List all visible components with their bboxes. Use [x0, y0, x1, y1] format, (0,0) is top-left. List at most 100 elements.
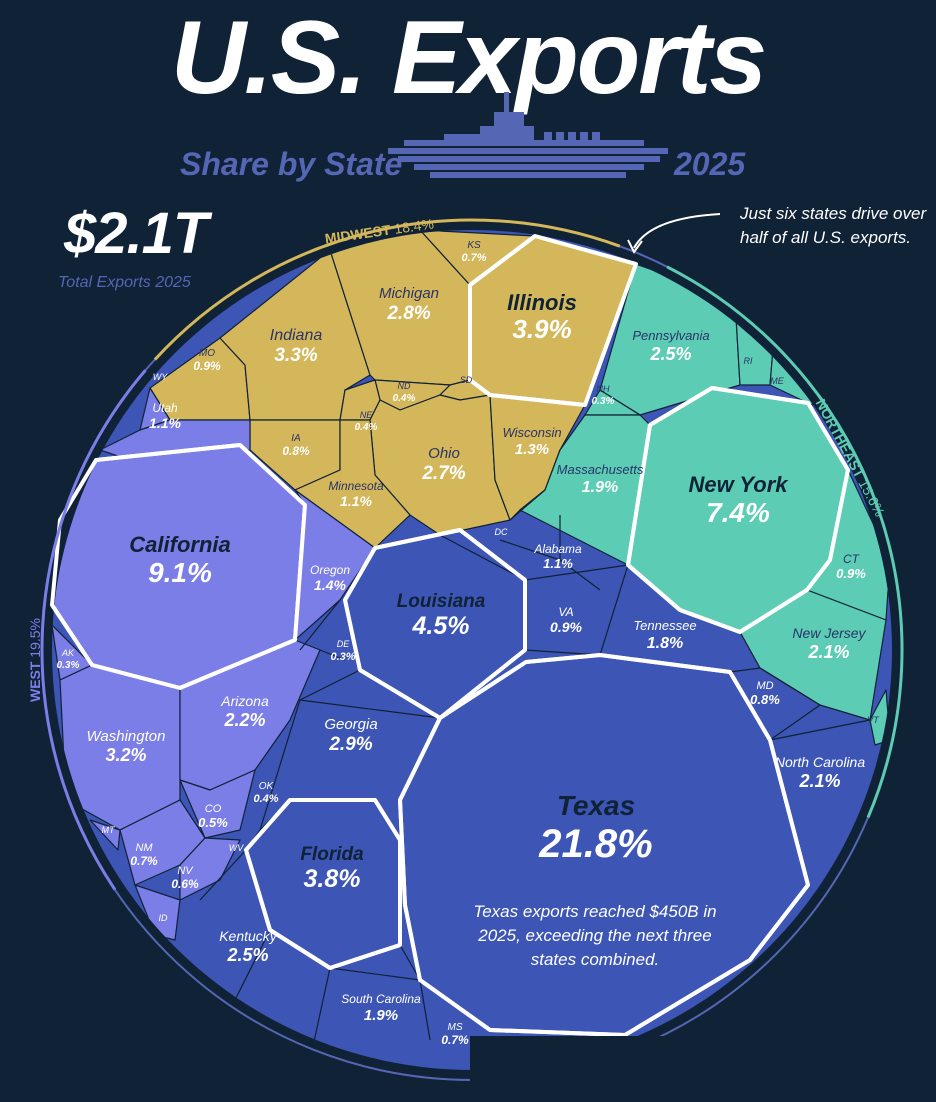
year-label: 2025 [674, 146, 746, 182]
cell-border [729, 667, 761, 673]
state-name-pennsylvania: Pennsylvania [632, 328, 709, 343]
highlight-outline [343, 528, 527, 720]
highlight-outline [468, 234, 638, 407]
state-name-co: CO [205, 803, 222, 815]
state-value-ct: 0.9% [836, 566, 866, 581]
state-name-ks: KS [467, 240, 481, 251]
state-value-ia: 0.8% [282, 444, 310, 458]
arrow-head-icon [627, 239, 643, 254]
state-name-massachusetts: Massachusetts [557, 462, 644, 477]
state-name-tennessee: Tennessee [633, 618, 696, 633]
state-value-de: 0.3% [330, 651, 355, 663]
cell-nv [179, 837, 241, 901]
highlight-outline [50, 443, 307, 690]
state-name-dc: DC [495, 527, 508, 537]
cell-ohio [369, 394, 511, 536]
state-value-nv: 0.6% [171, 877, 199, 891]
state-value-nd: 0.4% [393, 393, 416, 404]
state-name-wisconsin: Wisconsin [502, 425, 561, 440]
cell-border [524, 649, 601, 656]
cell-minnesota [294, 419, 411, 549]
state-name-georgia: Georgia [324, 716, 377, 733]
highlight-outline [398, 653, 810, 1037]
state-value-arizona: 2.2% [223, 710, 265, 730]
state-name-north-carolina: North Carolina [775, 754, 865, 770]
cell-border [759, 667, 821, 706]
state-name-new-york: New York [688, 472, 789, 497]
state-value-michigan: 2.8% [386, 303, 430, 324]
state-value-new-york: 7.4% [706, 497, 770, 528]
state-value-wisconsin: 1.3% [515, 441, 549, 458]
state-value-tennessee: 1.8% [647, 635, 683, 652]
cell-border [329, 967, 421, 981]
state-name-me: ME [770, 376, 784, 386]
state-name-florida: Florida [300, 844, 364, 865]
region-share: 19.5% [27, 618, 43, 658]
state-name-utah: Utah [152, 401, 178, 415]
texas-callout: Texas exports reached $450B in 2025, exc… [473, 902, 717, 969]
state-value-indiana: 3.3% [274, 345, 317, 366]
state-name-kentucky: Kentucky [219, 928, 278, 944]
cell-border [769, 704, 821, 741]
west-arc [40, 369, 147, 891]
cell-massachusetts [519, 414, 651, 566]
state-value-texas: 21.8% [538, 822, 652, 866]
state-value-minnesota: 1.1% [340, 493, 372, 509]
page-title: U.S. Exports [170, 0, 767, 116]
state-value-kentucky: 2.5% [226, 945, 268, 965]
state-name-ak: AK [61, 648, 75, 658]
state-value-md: 0.8% [750, 692, 780, 707]
state-name-vt: VT [867, 715, 880, 725]
state-value-mo: 0.9% [193, 359, 221, 373]
state-name-md: MD [756, 680, 773, 692]
state-value-utah: 1.1% [149, 415, 181, 431]
cell-border [259, 699, 301, 831]
state-name-nm: NM [135, 842, 153, 854]
state-name-nd: ND [398, 381, 411, 391]
state-name-ok: OK [259, 781, 275, 792]
state-value-va: 0.9% [550, 619, 582, 635]
state-name-nh: NH [597, 384, 610, 394]
state-name-louisiana: Louisiana [397, 591, 486, 612]
state-name-indiana: Indiana [270, 327, 323, 344]
cell-border [399, 944, 421, 981]
state-name-illinois: Illinois [507, 290, 577, 315]
state-value-alabama: 1.1% [543, 556, 573, 571]
total-value: $2.1T [64, 201, 208, 266]
state-name-mo: MO [199, 348, 215, 359]
state-name-ne: NE [360, 410, 373, 420]
highlight-outline [626, 386, 850, 634]
state-name-ia: IA [291, 433, 301, 444]
state-value-pennsylvania: 2.5% [649, 344, 691, 364]
region-share: 18.4% [393, 215, 435, 236]
cell-border [229, 929, 271, 1011]
state-name-alabama: Alabama [533, 542, 582, 556]
state-name-south-carolina: South Carolina [341, 992, 421, 1006]
state-name-ms: MS [448, 1022, 463, 1033]
state-value-washington: 3.2% [105, 745, 146, 765]
state-value-florida: 3.8% [304, 865, 361, 893]
state-name-new-jersey: New Jersey [792, 625, 866, 641]
total-label: Total Exports 2025 [58, 274, 191, 291]
state-name-oregon: Oregon [310, 563, 350, 577]
state-name-de: DE [337, 639, 350, 649]
cell-border [419, 979, 431, 1041]
state-name-id: ID [159, 913, 169, 923]
cell-border [319, 649, 346, 661]
state-value-oregon: 1.4% [314, 577, 346, 593]
state-value-south-carolina: 1.9% [364, 1007, 398, 1024]
cell-border [599, 564, 629, 656]
northeast-arc [666, 265, 904, 819]
state-value-illinois: 3.9% [512, 314, 571, 344]
highlight-outline [244, 798, 402, 970]
state-value-nm: 0.7% [130, 854, 158, 868]
state-name-arizona: Arizona [220, 693, 269, 709]
region-label-west: WEST 19.5% [27, 618, 43, 702]
state-name-ohio: Ohio [428, 445, 460, 462]
state-name-va: VA [558, 605, 573, 619]
state-value-ks: 0.7% [461, 252, 486, 264]
state-name-california: California [129, 532, 230, 557]
state-value-louisiana: 4.5% [412, 612, 470, 640]
